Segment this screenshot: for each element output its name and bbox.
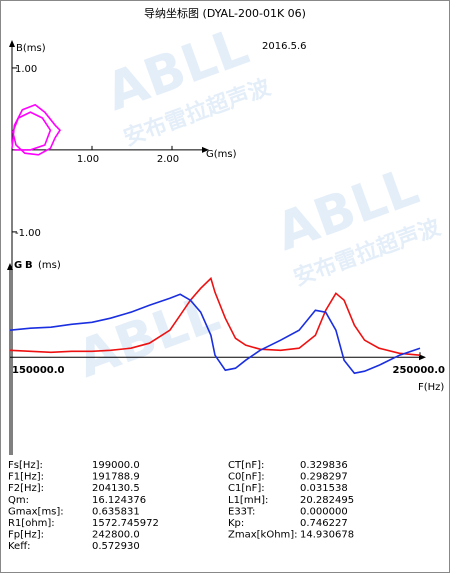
param-label: Kp: <box>228 518 244 529</box>
param-value: 0.329836 <box>300 460 348 471</box>
x-tick-label: 1.00 <box>77 154 99 165</box>
param-label: L1[mH]: <box>228 495 268 506</box>
param-label: CT[nF]: <box>228 460 264 471</box>
axis-arrow <box>202 146 209 153</box>
series-line <box>9 293 421 375</box>
param-value: 0.000000 <box>300 506 348 517</box>
param-value: 0.746227 <box>300 518 348 529</box>
param-label: F1[Hz]: <box>8 472 44 483</box>
x-tick-label: 2.00 <box>157 154 179 165</box>
axis-arrow <box>419 354 426 361</box>
param-value: 14.930678 <box>300 530 354 541</box>
param-label: C1[nF]: <box>228 483 265 494</box>
y-tick-label: 1.00 <box>15 64 37 75</box>
param-label: F2[Hz]: <box>8 483 44 494</box>
x-tick-label: 250000.0 <box>392 365 445 376</box>
param-value: 0.031538 <box>300 483 348 494</box>
legend-label: G <box>14 260 22 271</box>
param-label: E33T: <box>228 506 255 517</box>
loop-line <box>11 103 62 156</box>
x-axis-label: F(Hz) <box>418 382 444 393</box>
param-label: C0[nF]: <box>228 472 265 483</box>
param-value: 0.635831 <box>92 506 140 517</box>
param-value: 242800.0 <box>92 530 140 541</box>
param-value: 0.572930 <box>92 541 140 552</box>
param-label: Gmax[ms]: <box>8 506 64 517</box>
series-line <box>9 276 421 356</box>
param-label: Zmax[kOhm]: <box>228 530 298 541</box>
y-axis-label: (ms) <box>38 260 61 271</box>
param-value: 199000.0 <box>92 460 140 471</box>
param-value: 20.282495 <box>300 495 354 506</box>
param-label: Fs[Hz]: <box>8 460 43 471</box>
param-value: 16.124376 <box>92 495 146 506</box>
param-label: Keff: <box>8 541 30 552</box>
param-label: Fp[Hz]: <box>8 530 44 541</box>
param-value: 1572.745972 <box>92 518 159 529</box>
y-axis-label: B(ms) <box>16 43 46 54</box>
x-tick-label: 150000.0 <box>12 365 65 376</box>
param-value: 191788.9 <box>92 472 140 483</box>
param-label: Qm: <box>8 495 29 506</box>
x-axis-label: G(ms) <box>206 149 237 160</box>
param-value: 0.298297 <box>300 472 348 483</box>
legend-label: B <box>25 260 33 271</box>
y-tick-label: -1.00 <box>15 228 41 239</box>
param-label: R1[ohm]: <box>8 518 55 529</box>
title: 导纳坐标图 (DYAL-200-01K 06) <box>144 6 306 20</box>
param-value: 204130.5 <box>92 483 140 494</box>
date: 2016.5.6 <box>262 41 307 52</box>
